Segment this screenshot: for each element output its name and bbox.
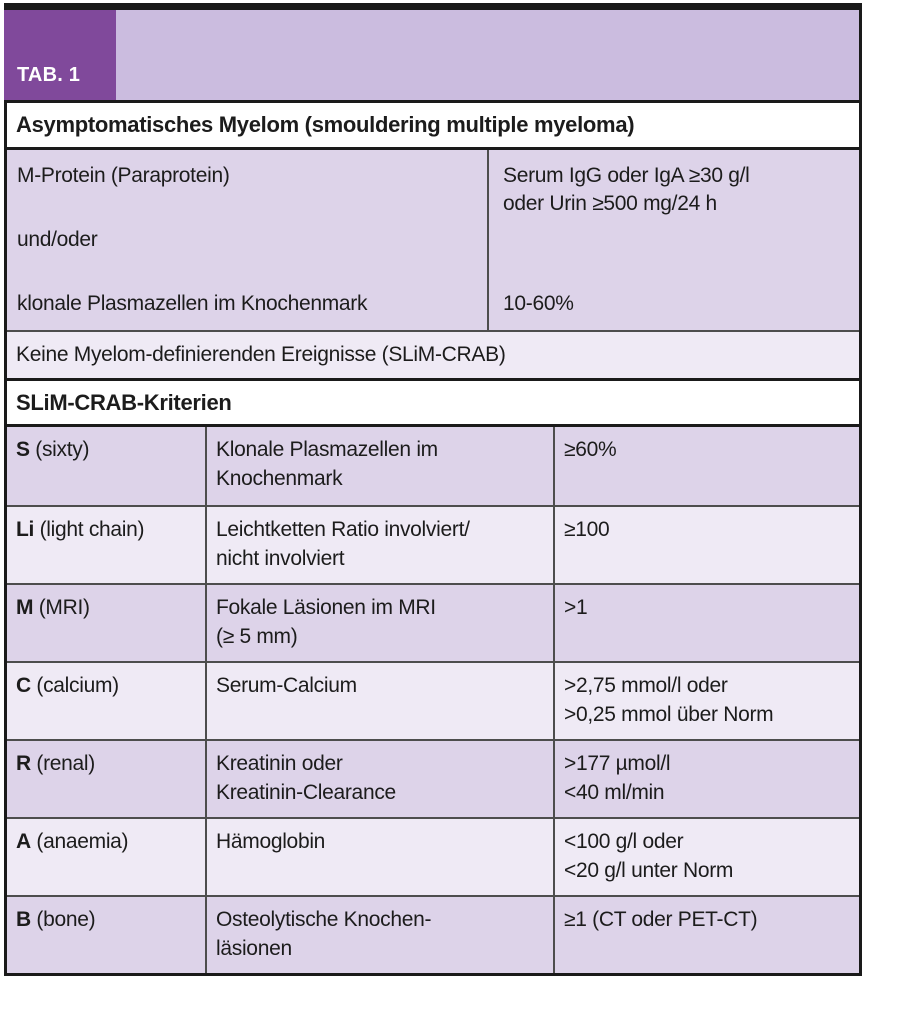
criteria-row: M (MRI) Fokale Läsionen im MRI (≥ 5 mm) …: [7, 583, 859, 661]
page-content: TAB. 1 Asymptomatisches Myelom (smoulder…: [4, 3, 862, 976]
mprotein-line: und/oder: [17, 228, 98, 251]
banner-strip: [116, 10, 859, 100]
mprotein-serum-value: Serum IgG oder IgA ≥30 g/l oder Urin ≥50…: [503, 164, 750, 215]
criteria-row: A (anaemia) Hämoglobin <100 g/l oder <20…: [7, 817, 859, 895]
tab-badge-label: TAB. 1: [17, 64, 81, 86]
criterion-name: (renal): [30, 752, 95, 775]
criterion-description: Leichtketten Ratio involviert/ nicht inv…: [205, 507, 553, 583]
criterion-letter: S: [16, 438, 30, 461]
criterion-name: (bone): [30, 908, 96, 931]
criteria-row: Li (light chain) Leichtketten Ratio invo…: [7, 505, 859, 583]
criterion-value: >2,75 mmol/l oder >0,25 mmol über Norm: [553, 663, 859, 739]
criteria-rows: S (sixty) Klonale Plasmazellen im Knoche…: [7, 427, 859, 973]
criterion-value: >177 µmol/l <40 ml/min: [553, 741, 859, 817]
plasma-cell-percentage: 10-60%: [503, 292, 574, 315]
criterion-value: ≥100: [553, 507, 859, 583]
criterion-name: (MRI): [33, 596, 90, 619]
criterion-description: Fokale Läsionen im MRI (≥ 5 mm): [205, 585, 553, 661]
criterion-letter: R: [16, 752, 31, 775]
table-title: Asymptomatisches Myelom (smouldering mul…: [16, 112, 635, 137]
criteria-row: B (bone) Osteolytische Knochen- läsionen…: [7, 895, 859, 973]
criterion-name: (sixty): [29, 438, 90, 461]
criterion-letter: M: [16, 596, 34, 619]
criterion-key-cell: Li (light chain): [7, 507, 205, 583]
criterion-value: >1: [553, 585, 859, 661]
criteria-header-row: SLiM-CRAB-Kriterien: [7, 378, 859, 427]
table-title-row: Asymptomatisches Myelom (smouldering mul…: [7, 103, 859, 150]
criterion-name: (light chain): [34, 518, 145, 541]
criterion-key-cell: B (bone): [7, 897, 205, 973]
tab-badge: TAB. 1: [4, 10, 116, 100]
top-rule: [4, 3, 862, 10]
criterion-value: ≥1 (CT oder PET-CT): [553, 897, 859, 973]
criterion-value: ≥60%: [553, 427, 859, 505]
criterion-key-cell: C (calcium): [7, 663, 205, 739]
criterion-letter: B: [16, 908, 31, 931]
criterion-value: <100 g/l oder <20 g/l unter Norm: [553, 819, 859, 895]
criterion-key-cell: A (anaemia): [7, 819, 205, 895]
criterion-description: Osteolytische Knochen- läsionen: [205, 897, 553, 973]
criteria-row: C (calcium) Serum-Calcium >2,75 mmol/l o…: [7, 661, 859, 739]
mprotein-line: M-Protein (Paraprotein): [17, 164, 230, 187]
criteria-header-title: SLiM-CRAB-Kriterien: [16, 389, 232, 415]
criterion-description: Serum-Calcium: [205, 663, 553, 739]
mprotein-line: klonale Plasmazellen im Knochenmark: [17, 292, 368, 315]
criterion-name: (anaemia): [30, 830, 129, 853]
criterion-name: (calcium): [30, 674, 119, 697]
criterion-description: Kreatinin oder Kreatinin-Clearance: [205, 741, 553, 817]
criterion-letter: Li: [16, 518, 35, 541]
mprotein-definition-cell: M-Protein (Paraprotein) und/oder klonale…: [7, 150, 487, 330]
criterion-key-cell: M (MRI): [7, 585, 205, 661]
mprotein-value-cell: Serum IgG oder IgA ≥30 g/l oder Urin ≥50…: [487, 150, 859, 330]
criteria-row: S (sixty) Klonale Plasmazellen im Knoche…: [7, 427, 859, 505]
exclusion-row: Keine Myelom-definierenden Ereignisse (S…: [7, 330, 859, 378]
smm-criteria-table: Asymptomatisches Myelom (smouldering mul…: [4, 100, 862, 976]
criterion-letter: A: [16, 830, 31, 853]
criteria-row: R (renal) Kreatinin oder Kreatinin-Clear…: [7, 739, 859, 817]
criterion-description: Klonale Plasmazellen im Knochenmark: [205, 427, 553, 505]
criterion-letter: C: [16, 674, 31, 697]
table-banner: TAB. 1: [4, 10, 862, 100]
mprotein-row: M-Protein (Paraprotein) und/oder klonale…: [7, 150, 859, 330]
exclusion-text: Keine Myelom-definierenden Ereignisse (S…: [16, 343, 506, 366]
criterion-key-cell: S (sixty): [7, 427, 205, 505]
criterion-key-cell: R (renal): [7, 741, 205, 817]
criterion-description: Hämoglobin: [205, 819, 553, 895]
